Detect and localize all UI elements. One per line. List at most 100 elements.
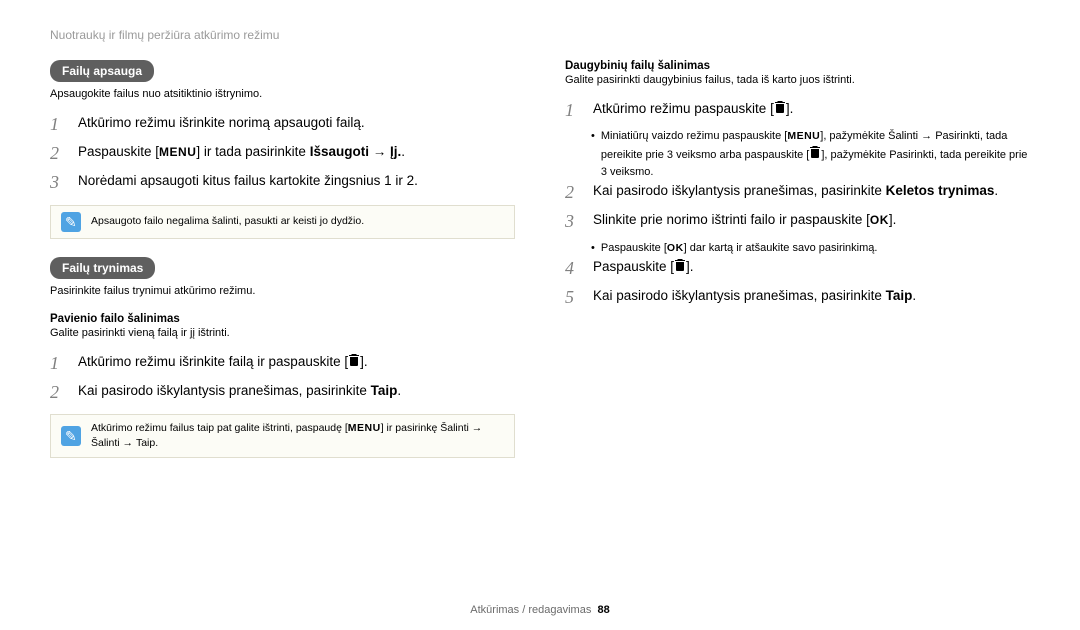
bold: Išsaugoti bbox=[310, 144, 369, 159]
manual-page: Nuotraukų ir filmų peržiūra atkūrimo rež… bbox=[0, 0, 1080, 630]
step-text: Paspauskite [MENU] ir tada pasirinkite I… bbox=[78, 142, 515, 163]
note-box: Atkūrimo režimu failus taip pat galite i… bbox=[50, 414, 515, 457]
txt: Miniatiūrų vaizdo režimu paspauskite [ bbox=[601, 130, 787, 142]
sub-heading-multi: Daugybinių failų šalinimas bbox=[565, 60, 1030, 72]
txt: ] ir pasirinkę bbox=[381, 422, 441, 434]
step-text: Atkūrimo režimu išrinkite failą ir paspa… bbox=[78, 352, 515, 373]
arrow-icon: → bbox=[918, 130, 935, 142]
pill-file-protection: Failų apsauga bbox=[50, 60, 154, 82]
step-number: 2 bbox=[565, 181, 583, 204]
step-text: Kai pasirodo iškylantysis pranešimas, pa… bbox=[593, 286, 1030, 307]
ok-icon: OK bbox=[870, 213, 889, 227]
content-columns: Failų apsauga Apsaugokite failus nuo ats… bbox=[50, 60, 1030, 458]
menu-icon: MENU bbox=[159, 145, 196, 159]
txt: ]. bbox=[360, 354, 368, 369]
protection-desc: Apsaugokite failus nuo atsitiktinio ištr… bbox=[50, 86, 515, 103]
bold: Pasirinkti bbox=[889, 149, 934, 161]
note-box: Apsaugoto failo negalima šalinti, pasukt… bbox=[50, 205, 515, 239]
txt: Kai pasirodo iškylantysis pranešimas, pa… bbox=[593, 183, 886, 198]
protection-steps: 1 Atkūrimo režimu išrinkite norimą apsau… bbox=[50, 113, 515, 195]
step-number: 3 bbox=[565, 210, 583, 233]
single-delete-steps: 1 Atkūrimo režimu išrinkite failą ir pas… bbox=[50, 352, 515, 405]
multi-desc: Galite pasirinkti daugybinius failus, ta… bbox=[565, 72, 1030, 89]
txt: Atkūrimo režimu išrinkite failą ir paspa… bbox=[78, 354, 348, 369]
step-text: Atkūrimo režimu išrinkite norimą apsaugo… bbox=[78, 113, 515, 134]
step-number: 2 bbox=[50, 142, 68, 165]
left-column: Failų apsauga Apsaugokite failus nuo ats… bbox=[50, 60, 515, 458]
page-number: 88 bbox=[597, 604, 609, 616]
step-bullet: • Miniatiūrų vaizdo režimu paspauskite [… bbox=[591, 128, 1030, 181]
note-text: Apsaugoto failo negalima šalinti, pasukt… bbox=[91, 214, 364, 229]
txt: Paspauskite [ bbox=[593, 259, 674, 274]
pill-file-delete: Failų trynimas bbox=[50, 257, 155, 279]
step-row: 5 Kai pasirodo iškylantysis pranešimas, … bbox=[565, 286, 1030, 309]
sub-heading-single: Pavienio failo šalinimas bbox=[50, 313, 515, 325]
step-text: Slinkite prie norimo ištrinti failo ir p… bbox=[593, 210, 1030, 231]
step-number: 1 bbox=[50, 113, 68, 136]
step-row: 4 Paspauskite []. bbox=[565, 257, 1030, 280]
bold: Keletos trynimas bbox=[886, 183, 995, 198]
footer-section: Atkūrimas / redagavimas bbox=[470, 604, 591, 616]
step-row: 1 Atkūrimo režimu išrinkite norimą apsau… bbox=[50, 113, 515, 136]
step-number: 3 bbox=[50, 171, 68, 194]
bold: Taip bbox=[371, 383, 398, 398]
step-row: 3 Norėdami apsaugoti kitus failus kartok… bbox=[50, 171, 515, 194]
step-row: 2 Paspauskite [MENU] ir tada pasirinkite… bbox=[50, 142, 515, 165]
right-column: Daugybinių failų šalinimas Galite pasiri… bbox=[565, 60, 1030, 458]
txt: ] ir tada pasirinkite bbox=[196, 144, 309, 159]
bold: Šalinti bbox=[91, 437, 120, 449]
bold: Taip bbox=[886, 288, 913, 303]
menu-icon: MENU bbox=[348, 422, 381, 434]
step-row: 2 Kai pasirodo iškylantysis pranešimas, … bbox=[50, 381, 515, 404]
txt: ]. bbox=[786, 101, 794, 116]
txt: Paspauskite [ bbox=[601, 242, 667, 254]
bold: Įj. bbox=[390, 144, 401, 159]
txt: Kai pasirodo iškylantysis pranešimas, pa… bbox=[78, 383, 371, 398]
step-text: Paspauskite []. bbox=[593, 257, 1030, 278]
bold: Taip bbox=[136, 437, 155, 449]
arrow-icon: → bbox=[369, 144, 390, 159]
txt: . bbox=[912, 288, 916, 303]
txt: ]. bbox=[889, 212, 897, 227]
note-icon bbox=[61, 426, 81, 446]
note-text: Atkūrimo režimu failus taip pat galite i… bbox=[91, 421, 504, 450]
step-bullet: • Paspauskite [OK] dar kartą ir atšaukit… bbox=[591, 240, 1030, 257]
txt: . bbox=[401, 144, 405, 159]
step-number: 5 bbox=[565, 286, 583, 309]
ok-icon: OK bbox=[667, 242, 684, 254]
menu-icon: MENU bbox=[787, 130, 820, 142]
trash-icon bbox=[348, 353, 360, 367]
step-text: Atkūrimo režimu paspauskite []. bbox=[593, 99, 1030, 120]
step-text: Kai pasirodo iškylantysis pranešimas, pa… bbox=[78, 381, 515, 402]
step-number: 1 bbox=[50, 352, 68, 375]
trash-icon bbox=[774, 100, 786, 114]
step-text: Kai pasirodo iškylantysis pranešimas, pa… bbox=[593, 181, 1030, 202]
breadcrumb-header: Nuotraukų ir filmų peržiūra atkūrimo rež… bbox=[50, 28, 1030, 42]
bold: Šalinti bbox=[440, 422, 469, 434]
trash-icon bbox=[809, 145, 821, 159]
multi-delete-steps: 1 Atkūrimo režimu paspauskite []. • Mini… bbox=[565, 99, 1030, 310]
bold: Pasirinkti bbox=[935, 130, 980, 142]
txt: . bbox=[397, 383, 401, 398]
txt: Slinkite prie norimo ištrinti failo ir p… bbox=[593, 212, 870, 227]
arrow-icon: → bbox=[120, 437, 136, 449]
txt: ]. bbox=[686, 259, 694, 274]
step-number: 1 bbox=[565, 99, 583, 122]
arrow-icon: → bbox=[469, 422, 482, 434]
txt: Atkūrimo režimu paspauskite [ bbox=[593, 101, 774, 116]
note-icon bbox=[61, 212, 81, 232]
txt: ], pažymėkite bbox=[821, 149, 889, 161]
step-text: Norėdami apsaugoti kitus failus kartokit… bbox=[78, 171, 515, 192]
step-row: 3 Slinkite prie norimo ištrinti failo ir… bbox=[565, 210, 1030, 233]
txt: ], pažymėkite bbox=[820, 130, 888, 142]
delete-desc: Pasirinkite failus trynimui atkūrimo rež… bbox=[50, 283, 515, 300]
txt: . bbox=[994, 183, 998, 198]
step-row: 1 Atkūrimo režimu paspauskite []. bbox=[565, 99, 1030, 122]
txt: Paspauskite [ bbox=[78, 144, 159, 159]
step-row: 1 Atkūrimo režimu išrinkite failą ir pas… bbox=[50, 352, 515, 375]
single-desc: Galite pasirinkti vieną failą ir jį ištr… bbox=[50, 325, 515, 342]
trash-icon bbox=[674, 258, 686, 272]
bold: Šalinti bbox=[888, 130, 918, 142]
step-number: 4 bbox=[565, 257, 583, 280]
txt: Atkūrimo režimu failus taip pat galite i… bbox=[91, 422, 348, 434]
